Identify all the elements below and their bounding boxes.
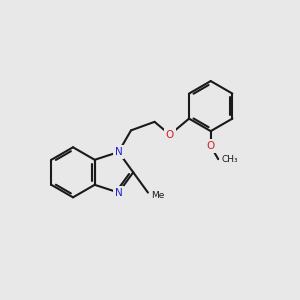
Text: O: O (207, 141, 215, 151)
Text: N: N (115, 147, 122, 157)
Text: N: N (115, 188, 122, 198)
Text: Me: Me (152, 191, 165, 200)
Text: CH₃: CH₃ (221, 154, 238, 164)
Text: O: O (166, 130, 174, 140)
